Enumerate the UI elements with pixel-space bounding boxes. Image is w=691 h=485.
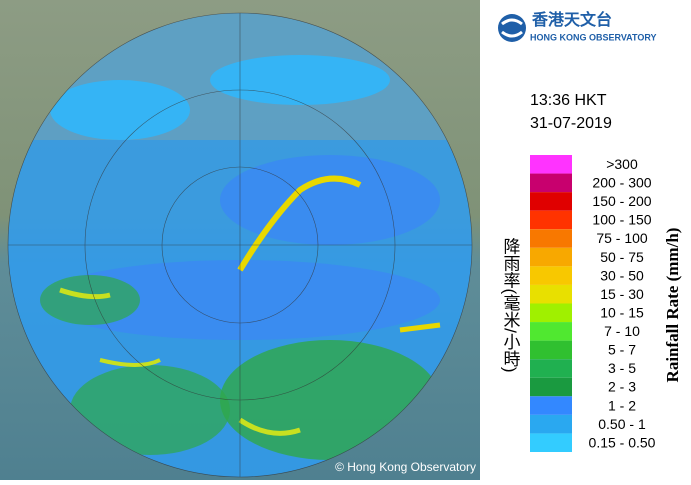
- time: 13:36 HKT: [530, 92, 607, 109]
- legend-label: 150 - 200: [592, 193, 651, 209]
- legend-swatch: [530, 210, 572, 230]
- legend-label: 2 - 3: [608, 379, 636, 395]
- logo-chinese: 香港天文台: [531, 10, 612, 29]
- legend-label: >300: [606, 156, 638, 172]
- legend-label: 200 - 300: [592, 175, 651, 191]
- legend: >300 200 - 300 150 - 200 100 - 150 75 - 100 5…: [530, 155, 656, 452]
- logo-icon: [498, 14, 526, 42]
- legend-swatch: [530, 377, 572, 397]
- legend-label: 0.15 - 0.50: [589, 434, 656, 450]
- legend-swatch: [530, 173, 572, 193]
- legend-swatch: [530, 247, 572, 267]
- legend-label: 1 - 2: [608, 397, 636, 413]
- legend-swatch: [530, 266, 572, 285]
- range-rings: [7, 12, 473, 478]
- panel: [480, 0, 691, 480]
- legend-swatch: [530, 340, 572, 360]
- legend-swatch: [530, 359, 572, 378]
- date: 31-07-2019: [530, 115, 612, 132]
- legend-label: 3 - 5: [608, 360, 636, 376]
- legend-swatch: [530, 303, 572, 323]
- legend-label: 75 - 100: [596, 230, 648, 246]
- legend-label: 30 - 50: [600, 267, 644, 283]
- legend-swatch: [530, 155, 572, 174]
- logo-english: HONG KONG OBSERVATORY: [530, 32, 657, 42]
- credit: © Hong Kong Observatory: [335, 460, 476, 474]
- legend-swatch: [530, 284, 572, 304]
- legend-swatch: [530, 396, 572, 415]
- legend-swatch: [530, 433, 572, 452]
- legend-swatch: [530, 322, 572, 341]
- legend-label: 50 - 75: [600, 249, 644, 265]
- legend-swatch: [530, 229, 572, 248]
- legend-title-chinese: 降雨率(毫米/小時): [501, 237, 521, 372]
- legend-label: 5 - 7: [608, 342, 636, 358]
- legend-label: 10 - 15: [600, 304, 644, 320]
- legend-label: 7 - 10: [604, 323, 640, 339]
- legend-label: 15 - 30: [600, 286, 644, 302]
- legend-swatch: [530, 192, 572, 211]
- legend-title-english: Rainfall Rate (mm/h): [663, 228, 682, 383]
- legend-label: 0.50 - 1: [598, 416, 646, 432]
- legend-label: 100 - 150: [592, 212, 651, 228]
- legend-swatch: [530, 414, 572, 434]
